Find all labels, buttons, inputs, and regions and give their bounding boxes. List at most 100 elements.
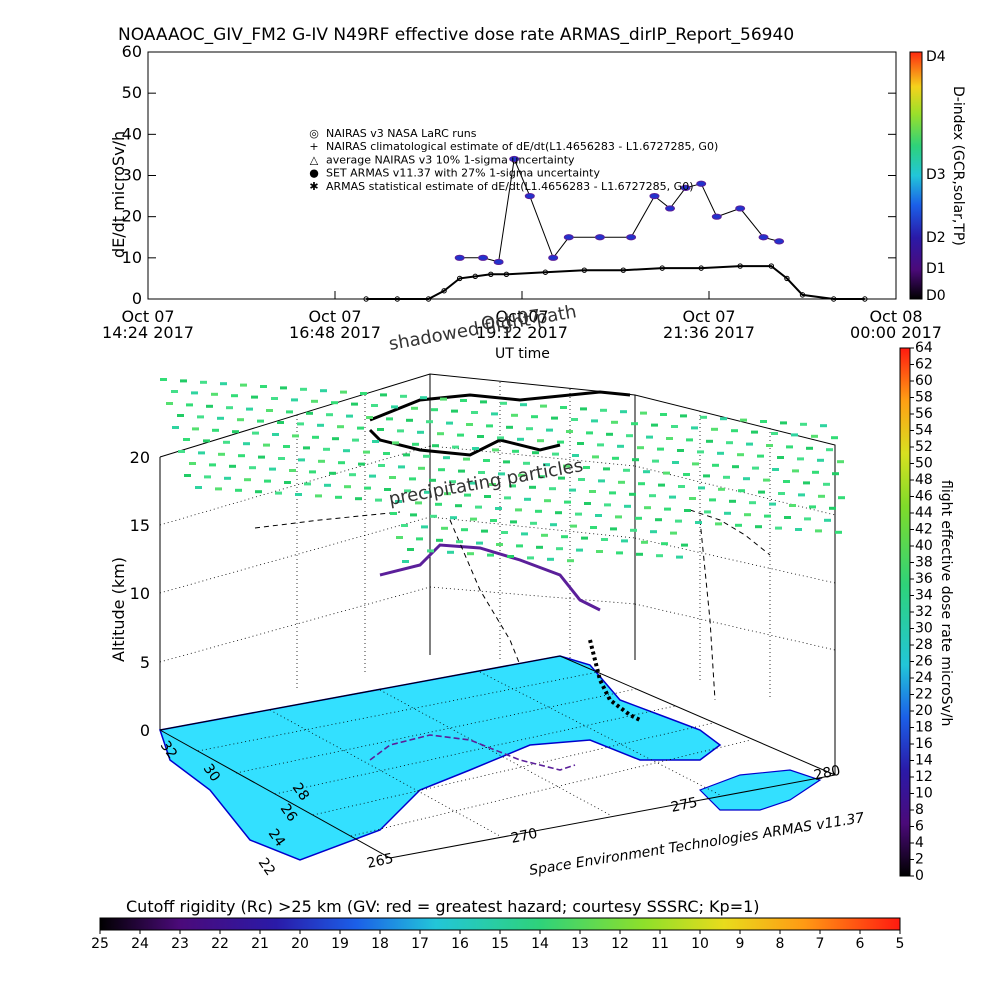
particle-mark xyxy=(258,455,265,459)
particle-mark xyxy=(436,538,443,542)
particle-mark xyxy=(480,400,487,404)
particle-mark xyxy=(743,477,750,481)
particle-mark xyxy=(338,461,345,465)
particle-mark xyxy=(295,493,302,496)
particle-mark xyxy=(424,490,431,494)
series-armas-point xyxy=(478,254,489,261)
particle-mark xyxy=(337,425,344,429)
particle-mark xyxy=(410,513,417,517)
particle-mark xyxy=(209,463,216,467)
particle-mark xyxy=(723,475,730,479)
particle-mark xyxy=(246,407,253,411)
particle-mark xyxy=(363,450,370,454)
dose-colorbar-tick-label: 4 xyxy=(915,835,924,851)
particle-mark xyxy=(698,486,705,490)
particle-mark xyxy=(671,425,678,428)
top-x-tick-label-date: Oct 07 xyxy=(495,307,548,326)
particle-mark xyxy=(826,448,833,452)
dose-colorbar-tick-label: 16 xyxy=(915,736,933,752)
particle-mark xyxy=(183,438,190,441)
particle-mark xyxy=(477,435,484,438)
particle-mark xyxy=(695,521,702,524)
rigidity-tick-label: 17 xyxy=(411,936,429,952)
particle-mark xyxy=(171,390,178,393)
particle-mark xyxy=(630,528,637,532)
particle-mark xyxy=(226,406,233,410)
particle-mark xyxy=(496,543,503,546)
particle-mark xyxy=(524,497,531,501)
particle-mark xyxy=(621,539,628,543)
particle-mark xyxy=(563,464,570,468)
particle-mark xyxy=(677,449,684,452)
particle-mark xyxy=(489,483,496,486)
particle-mark xyxy=(680,414,687,418)
particle-mark xyxy=(795,528,802,531)
particle-mark xyxy=(597,443,604,447)
series-armas-point xyxy=(665,205,676,212)
particle-mark xyxy=(644,506,651,510)
altitude-tick-label: 0 xyxy=(140,721,150,740)
particle-mark xyxy=(463,457,470,461)
particle-mark xyxy=(815,529,822,533)
dose-colorbar-tick-label: 18 xyxy=(915,720,933,736)
particle-mark xyxy=(255,490,262,494)
particle-mark xyxy=(400,394,407,398)
particle-mark xyxy=(417,430,424,434)
particle-mark xyxy=(311,399,318,403)
particle-mark xyxy=(664,507,671,511)
longitude-tick-label: 265 xyxy=(366,851,395,872)
particle-mark xyxy=(329,471,336,475)
particle-mark xyxy=(278,457,285,460)
particle-mark xyxy=(517,437,524,441)
particle-mark xyxy=(212,428,219,432)
series-nairas-point xyxy=(784,275,790,282)
particle-mark xyxy=(211,392,218,396)
particle-mark xyxy=(431,408,438,412)
particle-mark xyxy=(461,528,468,532)
particle-mark xyxy=(160,378,167,381)
particle-mark xyxy=(460,399,467,402)
dose-colorbar-tick-label: 40 xyxy=(915,538,933,554)
particle-mark xyxy=(238,454,245,458)
rigidity-tick-label: 11 xyxy=(651,936,669,952)
particle-mark xyxy=(306,411,313,415)
particle-mark xyxy=(600,408,607,412)
particle-mark xyxy=(544,499,551,503)
annotation-precipitating-particles: precipitating particles xyxy=(387,455,584,510)
particle-mark xyxy=(398,465,405,469)
particle-mark xyxy=(649,494,656,498)
particle-mark xyxy=(632,458,639,462)
particle-mark xyxy=(757,454,764,458)
particle-mark xyxy=(260,385,267,388)
longitude-tick-label: 280 xyxy=(813,763,842,784)
particle-mark xyxy=(412,442,419,446)
top-y-tick-label: 60 xyxy=(122,42,142,61)
legend-symbol: △ xyxy=(310,153,319,166)
rigidity-tick-label: 23 xyxy=(171,936,189,952)
particle-mark xyxy=(437,432,444,436)
particle-mark xyxy=(483,459,490,462)
particle-mark xyxy=(527,556,534,560)
particle-mark xyxy=(570,524,577,528)
top-y-tick-label: 0 xyxy=(132,289,142,308)
particle-mark xyxy=(683,473,690,476)
particle-mark xyxy=(783,480,790,483)
particle-mark xyxy=(402,560,409,563)
particle-mark xyxy=(186,403,193,407)
particle-mark xyxy=(172,426,179,429)
dose-colorbar-tick-label: 38 xyxy=(915,555,933,571)
dose-colorbar-tick-label: 20 xyxy=(915,703,933,719)
3d-floor-island xyxy=(698,769,822,811)
particle-mark xyxy=(452,445,459,449)
particle-mark xyxy=(669,495,676,499)
particle-mark xyxy=(643,470,650,474)
particle-mark xyxy=(369,474,376,478)
particle-mark xyxy=(416,537,423,541)
particle-mark xyxy=(624,504,631,508)
particle-mark xyxy=(715,522,722,526)
series-nairas-point xyxy=(830,296,837,302)
particle-mark xyxy=(526,427,533,431)
particle-mark xyxy=(200,380,207,384)
legend-entry: SET ARMAS v11.37 with 27% 1-sigma uncert… xyxy=(326,167,600,180)
legend-entry: average NAIRAS v3 10% 1-sigma uncertaint… xyxy=(326,153,575,166)
